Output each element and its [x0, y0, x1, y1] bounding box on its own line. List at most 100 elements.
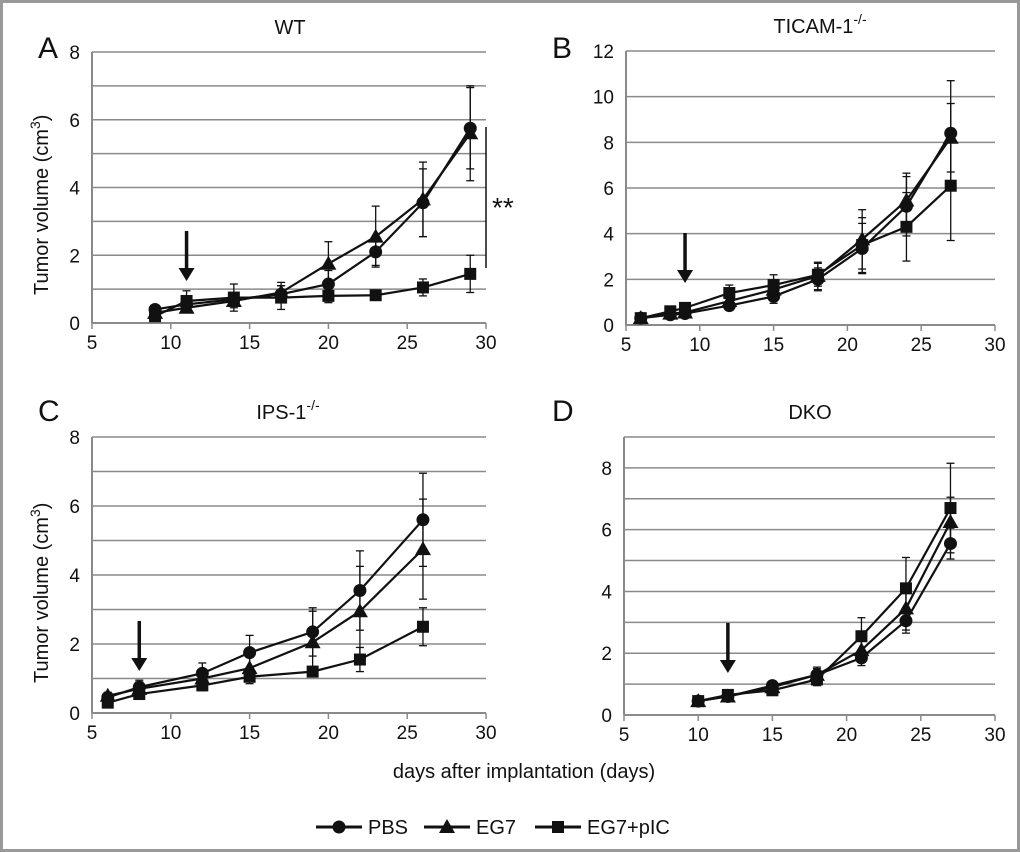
panel-letter: D	[552, 395, 574, 428]
x-tick-label: 15	[762, 725, 783, 746]
data-point	[196, 679, 209, 692]
x-tick-label: 20	[837, 335, 858, 356]
panel-title: DKO	[788, 402, 831, 424]
significance-label: **	[492, 192, 514, 223]
data-point	[723, 287, 736, 300]
y-tick-label: 4	[601, 582, 612, 603]
data-point	[133, 688, 146, 701]
y-tick-label: 8	[601, 459, 612, 480]
legend-marker	[552, 821, 564, 833]
panel-a: 5 10 15 20 25 30 0 2 4 6 8A WT	[38, 17, 497, 354]
data-point	[369, 289, 382, 302]
y-tick-label: 2	[69, 635, 80, 656]
legend-item-eg7-pic: EG7+pIC	[535, 817, 670, 839]
data-point	[101, 696, 114, 709]
data-point	[899, 582, 912, 595]
x-tick-label: 5	[619, 725, 630, 746]
x-tick-label: 15	[763, 335, 784, 356]
series-eg7-pic	[149, 254, 477, 323]
data-point	[416, 281, 429, 294]
x-tick-label: 25	[910, 725, 931, 746]
y-tick-label: 8	[69, 428, 80, 449]
x-tick-label: 30	[475, 333, 496, 354]
data-point	[367, 228, 384, 243]
data-point	[416, 620, 429, 633]
x-tick-label: 10	[160, 333, 181, 354]
data-point	[811, 268, 824, 281]
arrow-head	[677, 270, 694, 283]
y-tick-label: 0	[69, 314, 80, 335]
panel-letter: C	[38, 395, 60, 428]
legend: PBS EG7 EG7+pIC	[316, 817, 670, 839]
panel-title: IPS-1-/-	[256, 397, 320, 424]
data-point	[766, 684, 779, 697]
y-tick-label: 6	[69, 111, 80, 132]
data-point	[353, 653, 366, 666]
data-point	[944, 502, 957, 515]
legend-marker	[332, 820, 346, 834]
data-point	[767, 279, 780, 292]
series-line	[154, 132, 472, 314]
y-tick-label: 6	[601, 521, 612, 542]
data-point	[414, 541, 431, 556]
y-tick-label: 0	[69, 704, 80, 725]
data-point	[241, 660, 258, 675]
y-tick-label: 12	[593, 42, 614, 63]
y-tick-label: 8	[603, 133, 614, 154]
data-point	[664, 305, 677, 318]
y-tick-label: 8	[69, 43, 80, 64]
y-tick-label: 4	[69, 179, 80, 200]
data-point	[227, 291, 240, 304]
x-tick-label: 20	[836, 725, 857, 746]
panel-title: WT	[274, 17, 305, 39]
arrow-head	[131, 658, 148, 671]
legend-item-eg7: EG7	[424, 817, 516, 839]
x-tick-label: 25	[397, 723, 418, 744]
x-axis-title: days after implantation (days)	[393, 761, 655, 783]
data-point	[692, 695, 705, 708]
x-tick-label: 10	[160, 723, 181, 744]
series-eg7-pic	[101, 607, 429, 709]
legend-label: EG7	[476, 817, 516, 839]
series-line	[154, 272, 471, 318]
y-tick-label: 0	[601, 706, 612, 727]
x-tick-label: 30	[475, 723, 496, 744]
legend-item-pbs: PBS	[316, 817, 408, 839]
panel-c: 5 10 15 20 25 30 0 2 4 6 8C IPS-1-/-	[38, 395, 497, 744]
treatment-arrow	[131, 621, 148, 671]
x-tick-label: 25	[911, 335, 932, 356]
y-tick-label: 4	[603, 225, 614, 246]
legend-label: PBS	[368, 817, 408, 839]
data-point	[180, 294, 193, 307]
x-tick-label: 5	[87, 723, 98, 744]
series-line	[154, 127, 472, 311]
data-point	[275, 291, 288, 304]
y-tick-label: 6	[69, 497, 80, 518]
y-axis-title-bottom: Tumor volume (cm3)	[27, 503, 53, 683]
x-tick-label: 25	[397, 333, 418, 354]
data-point	[855, 630, 868, 643]
data-point	[721, 688, 734, 701]
panel-d: 5 10 15 20 25 30 0 2 4 6 8 D DKO	[552, 395, 1006, 746]
data-point	[464, 267, 477, 280]
data-point	[306, 665, 319, 678]
treatment-arrow	[178, 231, 195, 281]
y-tick-label: 2	[603, 270, 614, 291]
x-tick-label: 10	[689, 335, 710, 356]
x-tick-label: 5	[87, 333, 98, 354]
x-tick-label: 15	[239, 333, 260, 354]
data-point	[149, 310, 162, 323]
y-tick-label: 10	[593, 88, 614, 109]
x-tick-label: 10	[688, 725, 709, 746]
x-tick-label: 5	[621, 335, 632, 356]
data-point	[900, 220, 913, 233]
y-axis-title-top: Tumor volume (cm3)	[27, 115, 53, 295]
data-point	[243, 670, 256, 683]
data-point	[944, 179, 957, 192]
treatment-arrow	[719, 623, 736, 673]
data-point	[634, 312, 647, 325]
data-point	[322, 289, 335, 302]
